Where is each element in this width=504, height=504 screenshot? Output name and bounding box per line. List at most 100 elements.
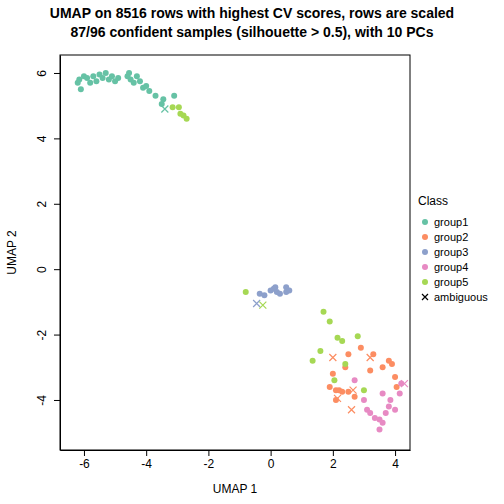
- point: [126, 70, 132, 76]
- legend-item: ambiguous: [422, 291, 488, 303]
- point: [345, 389, 351, 395]
- plot-frame: [60, 55, 410, 450]
- point: [176, 104, 182, 110]
- y-axis: -4 -2 0 2 4 6: [35, 56, 61, 451]
- y-tick: 6: [35, 70, 60, 77]
- point: [310, 358, 316, 364]
- point: [367, 410, 373, 416]
- y-tick-label: -4: [35, 395, 49, 406]
- point: [115, 75, 121, 81]
- point: [87, 80, 93, 86]
- point: [327, 384, 333, 390]
- point: [350, 387, 357, 394]
- chart: UMAP on 8516 rows with highest CV scores…: [0, 0, 504, 504]
- y-tick: 0: [35, 266, 60, 273]
- legend-item: group4: [422, 261, 468, 273]
- point: [137, 78, 143, 84]
- legend-label: group1: [434, 216, 468, 228]
- point: [345, 351, 351, 357]
- legend-item: group5: [422, 276, 468, 288]
- x-tick-label: -2: [204, 457, 215, 471]
- legend-label: group2: [434, 231, 468, 243]
- x-tick: -4: [141, 450, 152, 471]
- point: [361, 397, 367, 403]
- x-tick-mark: [395, 450, 396, 456]
- point: [286, 287, 292, 293]
- legend-label: ambiguous: [434, 291, 488, 303]
- legend-swatch: [422, 279, 428, 285]
- title: UMAP on 8516 rows with highest CV scores…: [50, 5, 454, 21]
- point: [161, 105, 168, 112]
- point: [339, 389, 345, 395]
- x-axis: -6-4-2024: [61, 450, 411, 471]
- point: [367, 354, 374, 361]
- x-tick-mark: [84, 450, 85, 456]
- y-tick-label: 6: [35, 70, 49, 77]
- point: [170, 104, 176, 110]
- y-tick-mark: [54, 204, 60, 205]
- point: [93, 78, 99, 84]
- legend-item: group2: [422, 231, 468, 243]
- y-tick-label: -2: [35, 329, 49, 340]
- legend-label: group4: [434, 261, 468, 273]
- point: [331, 377, 337, 383]
- x-tick-label: 2: [330, 457, 337, 471]
- point: [352, 377, 358, 383]
- point: [131, 80, 137, 86]
- point: [146, 88, 152, 94]
- x-axis-title: UMAP 1: [213, 482, 258, 496]
- point: [380, 420, 386, 426]
- y-tick-mark: [54, 335, 60, 336]
- point: [253, 300, 260, 307]
- y-tick-label: 4: [35, 135, 49, 142]
- legend-label: group3: [434, 246, 468, 258]
- legend-swatch: [422, 234, 428, 240]
- point: [342, 361, 348, 367]
- x-tick-label: 0: [268, 457, 275, 471]
- point: [397, 390, 403, 396]
- point: [386, 404, 392, 410]
- point: [103, 70, 109, 76]
- y-tick: -2: [35, 329, 60, 340]
- point: [334, 395, 341, 402]
- point: [339, 338, 345, 344]
- x-tick-label: -4: [141, 457, 152, 471]
- x-tick-mark: [208, 450, 209, 456]
- legend-title: Class: [418, 194, 448, 208]
- y-tick-mark: [54, 269, 60, 270]
- y-tick-mark: [54, 138, 60, 139]
- point: [377, 426, 383, 432]
- y-tick-mark: [54, 73, 60, 74]
- point: [355, 333, 361, 339]
- point: [317, 348, 323, 354]
- y-tick: 2: [35, 201, 60, 208]
- point: [329, 354, 336, 361]
- point: [352, 394, 358, 400]
- point: [153, 93, 159, 99]
- x-tick: 2: [330, 450, 337, 471]
- point: [358, 345, 364, 351]
- point: [398, 381, 404, 387]
- point: [361, 387, 367, 393]
- point: [171, 93, 177, 99]
- point: [387, 397, 393, 403]
- legend-swatch: [422, 264, 428, 270]
- y-tick: 4: [35, 135, 60, 142]
- point: [392, 374, 398, 380]
- y-tick-label: 0: [35, 266, 49, 273]
- point: [383, 410, 389, 416]
- y-axis-title: UMAP 2: [5, 230, 19, 275]
- x-tick-label: -6: [79, 457, 90, 471]
- point: [78, 86, 84, 92]
- point: [321, 309, 327, 315]
- legend-item: group3: [422, 246, 468, 258]
- y-tick-label: 2: [35, 201, 49, 208]
- x-tick: 0: [268, 450, 275, 471]
- x-tick-mark: [333, 450, 334, 456]
- x-tick: -2: [204, 450, 215, 471]
- point: [380, 390, 386, 396]
- points: [75, 70, 408, 432]
- legend-label: group5: [434, 276, 468, 288]
- legend-swatch: [422, 249, 428, 255]
- point: [392, 407, 398, 413]
